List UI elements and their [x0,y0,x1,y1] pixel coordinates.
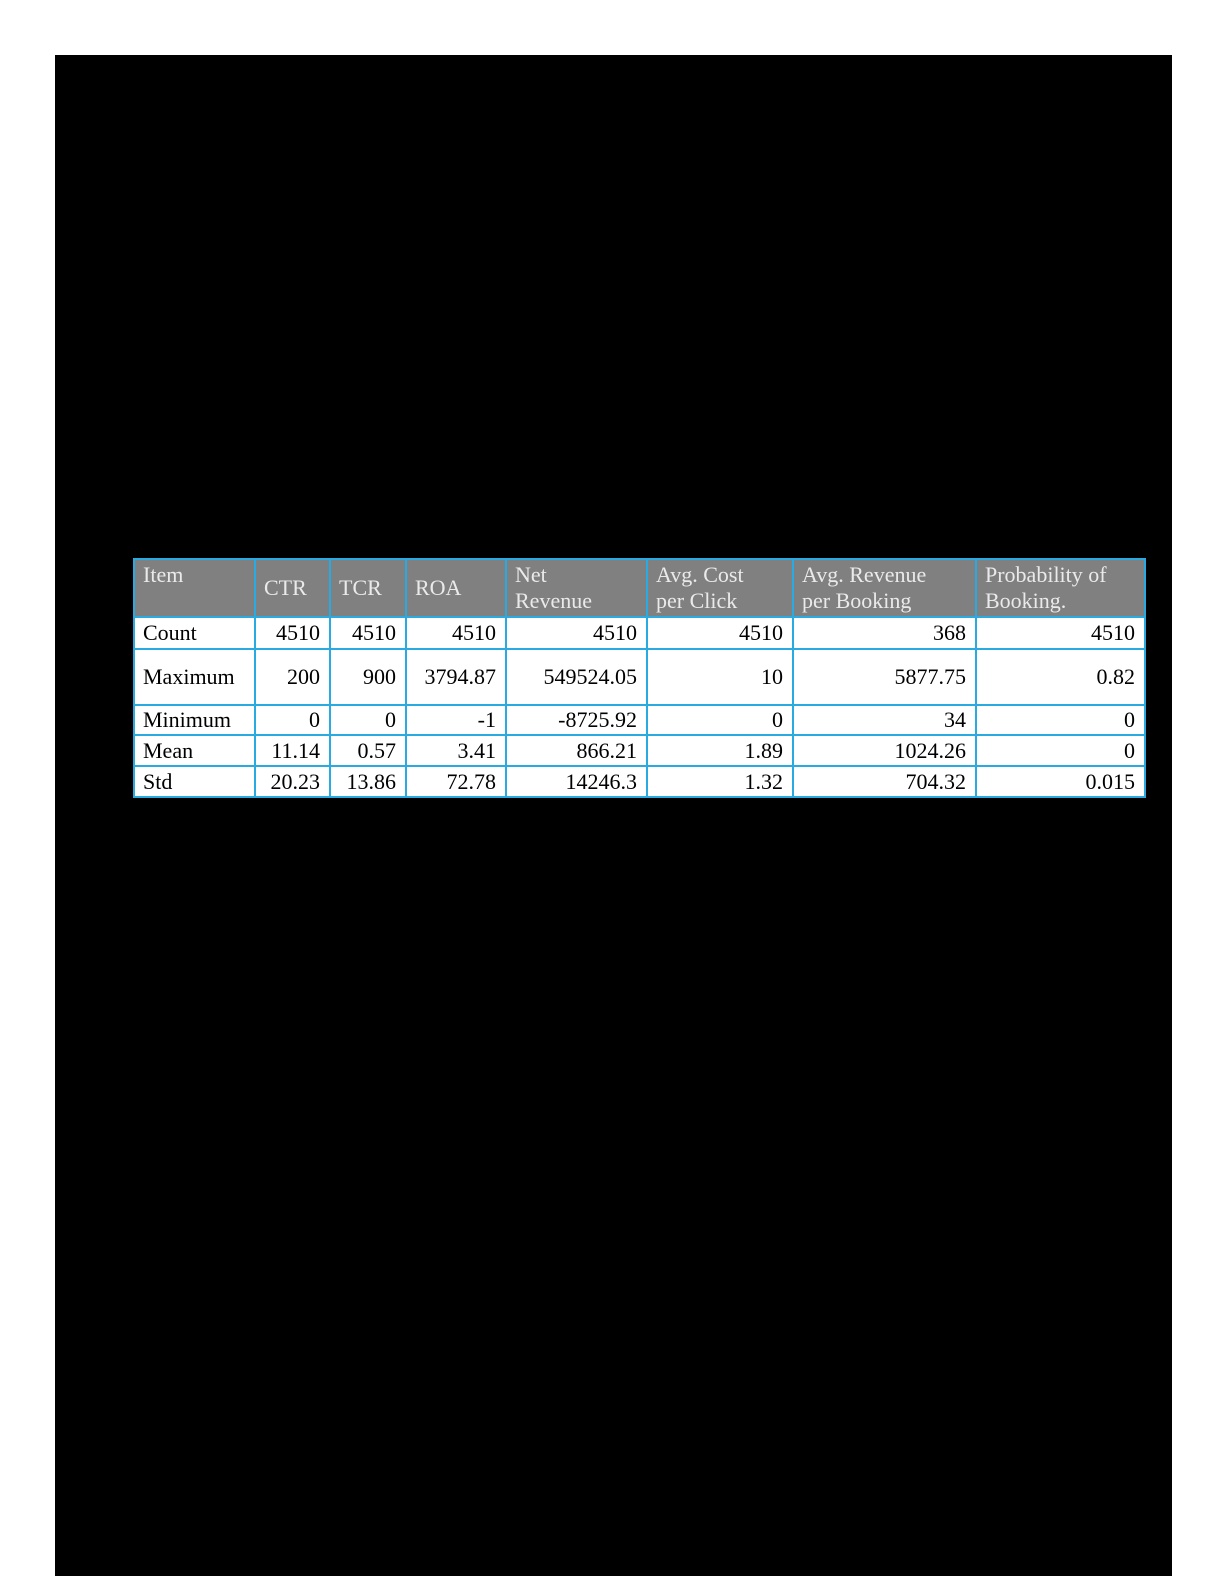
table-cell: -8725.92 [505,704,648,736]
table-cell: 0 [975,704,1146,736]
table-cell: 704.32 [792,765,977,798]
table-cell: 11.14 [254,734,331,767]
table-cell: 3794.87 [405,648,507,706]
table-row-std: Std 20.23 13.86 72.78 14246.3 1.32 704.3… [133,765,1146,798]
row-label-maximum: Maximum [133,648,256,706]
table-cell: 0 [975,734,1146,767]
table-cell: 0 [329,704,407,736]
column-header-avg-revenue-per-booking: Avg. Revenue per Booking [792,558,977,618]
table-cell: 10 [646,648,794,706]
row-label-minimum: Minimum [133,704,256,736]
table-cell: 4510 [975,616,1146,650]
row-label-std: Std [133,765,256,798]
table-row-minimum: Minimum 0 0 -1 -8725.92 0 34 0 [133,704,1146,736]
column-header-tcr: TCR [329,558,407,618]
table-cell: 1.89 [646,734,794,767]
column-header-item: Item [133,558,256,618]
table-cell: 14246.3 [505,765,648,798]
table-cell: 3.41 [405,734,507,767]
table-cell: 0.015 [975,765,1146,798]
table-row-maximum: Maximum 200 900 3794.87 549524.05 10 587… [133,648,1146,706]
table-cell: 4510 [405,616,507,650]
table-cell: 866.21 [505,734,648,767]
row-label-count: Count [133,616,256,650]
table-cell: 4510 [254,616,331,650]
table-cell: 549524.05 [505,648,648,706]
table-cell: 368 [792,616,977,650]
table-cell: 900 [329,648,407,706]
column-header-avg-cost-per-click: Avg. Cost per Click [646,558,794,618]
table-row-count: Count 4510 4510 4510 4510 4510 368 4510 [133,616,1146,650]
table-cell: 13.86 [329,765,407,798]
table-cell: 0.57 [329,734,407,767]
table-cell: 1.32 [646,765,794,798]
table-cell: 72.78 [405,765,507,798]
column-header-probability-of-booking: Probability of Booking. [975,558,1146,618]
table-cell: 1024.26 [792,734,977,767]
table-cell: 5877.75 [792,648,977,706]
table-cell: 4510 [646,616,794,650]
column-header-roa: ROA [405,558,507,618]
table-cell: 0.82 [975,648,1146,706]
document-black-canvas: Item CTR TCR ROA Net Revenue Avg. Cost p… [55,55,1172,1576]
table-cell: 34 [792,704,977,736]
table-row-mean: Mean 11.14 0.57 3.41 866.21 1.89 1024.26… [133,734,1146,767]
table-cell: 0 [254,704,331,736]
table-cell: 20.23 [254,765,331,798]
column-header-net-revenue: Net Revenue [505,558,648,618]
table-cell: 0 [646,704,794,736]
column-header-ctr: CTR [254,558,331,618]
table-cell: 200 [254,648,331,706]
row-label-mean: Mean [133,734,256,767]
table-cell: -1 [405,704,507,736]
table-cell: 4510 [505,616,648,650]
summary-statistics-table: Item CTR TCR ROA Net Revenue Avg. Cost p… [133,558,1146,798]
table-cell: 4510 [329,616,407,650]
table-header-row: Item CTR TCR ROA Net Revenue Avg. Cost p… [133,558,1146,618]
